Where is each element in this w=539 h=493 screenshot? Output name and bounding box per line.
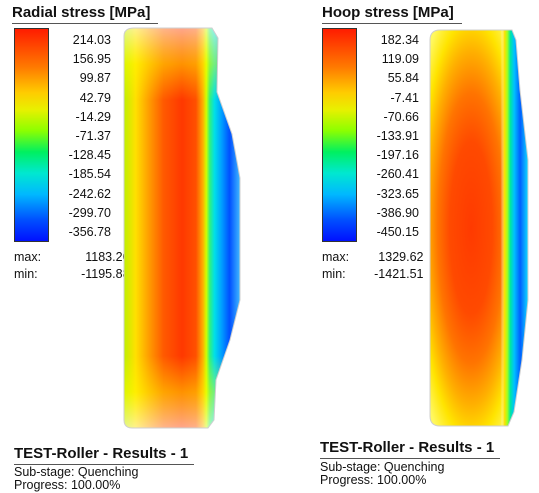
right-substage-text: Sub-stage: Quenching	[320, 460, 445, 474]
min-label: min:	[14, 267, 38, 281]
left-progress-text: Progress: 100.00%	[14, 478, 121, 492]
legend-value: -299.70	[68, 205, 111, 220]
hoop-legend-labels: 182.34 119.09 55.84 -7.41 -70.66 -133.91…	[359, 31, 419, 242]
legend-value: -197.16	[376, 148, 419, 163]
max-value: 1329.62	[378, 250, 424, 264]
max-label: max:	[322, 250, 350, 264]
left-substage-text: Sub-stage: Quenching	[14, 465, 139, 479]
legend-value: -323.65	[376, 186, 419, 201]
right-progress-text: Progress: 100.00%	[320, 473, 427, 487]
max-value: 1183.20	[85, 250, 130, 264]
legend-value: -242.62	[68, 186, 111, 201]
hoop-stress-field-plot	[429, 29, 529, 427]
radial-max-readout: max: 1183.20	[14, 248, 129, 266]
legend-value: -7.41	[390, 90, 420, 105]
legend-value: 214.03	[72, 33, 111, 47]
radial-legend-labels: 214.03 156.95 99.87 42.79 -14.29 -71.37 …	[51, 31, 111, 242]
legend-value: -128.45	[68, 148, 111, 163]
hoop-min-readout: min: -1421.51	[322, 265, 423, 283]
legend-value: -133.91	[376, 129, 419, 144]
radial-color-scale	[14, 28, 49, 242]
legend-value: -356.78	[68, 225, 111, 240]
hoop-color-scale	[322, 28, 357, 242]
radial-stress-title: Radial stress [MPa]	[12, 4, 159, 24]
legend-value: -70.66	[383, 109, 419, 124]
max-label: max:	[14, 250, 42, 264]
legend-value: 156.95	[72, 52, 111, 67]
legend-value: 42.79	[79, 90, 111, 105]
legend-value: -14.29	[75, 109, 111, 124]
min-label: min:	[322, 267, 346, 281]
legend-value: 99.87	[79, 71, 111, 86]
min-value: -1421.51	[374, 267, 424, 281]
legend-value: 182.34	[380, 33, 419, 47]
left-results-title: TEST-Roller - Results - 1	[14, 445, 195, 465]
legend-value: 55.84	[387, 71, 419, 86]
hoop-max-readout: max: 1329.62	[322, 248, 423, 266]
legend-value: -260.41	[376, 167, 419, 182]
hoop-stress-panel: Hoop stress [MPa] 182.34 119.09 55.84 -7…	[320, 0, 539, 493]
legend-value: -450.15	[376, 225, 419, 240]
min-value: -1195.88	[81, 267, 130, 281]
legend-value: -185.54	[68, 167, 111, 182]
legend-value: -386.90	[376, 205, 419, 220]
hoop-stress-title: Hoop stress [MPa]	[322, 4, 462, 24]
legend-value: 119.09	[381, 52, 419, 67]
radial-min-readout: min: -1195.88	[14, 265, 129, 283]
right-results-title: TEST-Roller - Results - 1	[320, 439, 501, 459]
legend-value: -71.37	[75, 129, 111, 144]
radial-stress-panel: Radial stress [MPa] 214.03 156.95 99.87 …	[0, 0, 260, 493]
radial-stress-field-plot	[123, 27, 241, 429]
